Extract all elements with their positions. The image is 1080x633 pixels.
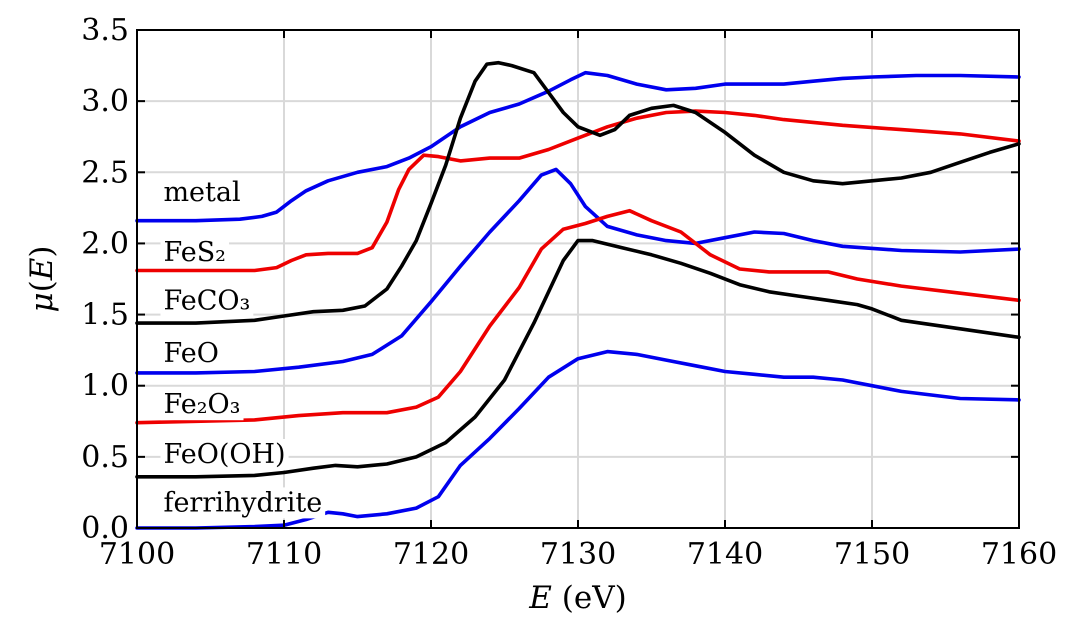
series-label-3: FeO xyxy=(163,338,218,369)
y-tick-label-3: 1.5 xyxy=(81,298,129,333)
series-label-bg-4 xyxy=(160,389,244,421)
y-tick-label-5: 2.5 xyxy=(81,155,129,190)
series-label-6: ferrihydrite xyxy=(163,487,322,518)
y-tick-label-6: 3.0 xyxy=(81,84,129,119)
y-tick-label-0: 0.0 xyxy=(81,511,129,546)
plot-frame xyxy=(136,29,1020,529)
series-label-0: metal xyxy=(163,177,240,208)
y-tick-label-4: 2.0 xyxy=(81,226,129,261)
x-tick-label-2: 7120 xyxy=(393,537,469,572)
x-tick-label-6: 7160 xyxy=(981,537,1057,572)
y-tick-label-1: 0.5 xyxy=(81,440,129,475)
series-line-4 xyxy=(135,208,1021,425)
series-line-2 xyxy=(135,60,1021,325)
series-line-1 xyxy=(135,109,1021,273)
x-axis-label: E (eV) xyxy=(528,580,626,616)
ticks: 7100 7110 7120 7130 7140 7150 7160 0.0 0.5 1.0 1.5… xyxy=(81,13,1057,572)
x-tick-label-4: 7140 xyxy=(687,537,763,572)
series-label-bg-6 xyxy=(160,487,326,519)
x-tick-label-0: 7100 xyxy=(99,537,175,572)
series-label-bg-5 xyxy=(160,439,289,471)
x-tick-label-5: 7150 xyxy=(834,537,910,572)
series-label-2: FeCO₃ xyxy=(163,285,250,316)
series-label-bg-0 xyxy=(160,177,244,209)
x-tick-label-1: 7110 xyxy=(246,537,322,572)
series-label-1: FeS₂ xyxy=(163,237,226,268)
series-group xyxy=(135,60,1021,530)
series-label-5: FeO(OH) xyxy=(163,439,285,470)
series-line-3 xyxy=(135,167,1021,375)
series-label-bg-3 xyxy=(160,337,222,369)
series-label-bg-1 xyxy=(160,236,230,268)
series-label-4: Fe₂O₃ xyxy=(163,389,240,420)
series-label-bg-2 xyxy=(160,285,254,317)
y-tick-label-2: 1.0 xyxy=(81,369,129,404)
series-line-5 xyxy=(135,238,1021,479)
series-labels: metal FeS₂ FeCO₃ FeO Fe₂O₃ FeO(OH) ferrihydrit… xyxy=(160,177,326,519)
x-tick-label-3: 7130 xyxy=(540,537,616,572)
axis-labels: E (eV) μ(E) xyxy=(24,245,627,616)
y-tick-label-7: 3.5 xyxy=(81,13,129,48)
y-axis-label: μ(E) xyxy=(24,245,60,312)
